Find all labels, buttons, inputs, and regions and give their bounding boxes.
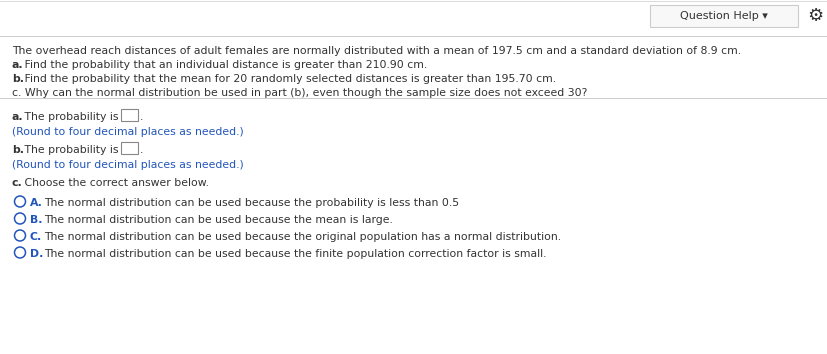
Text: Find the probability that an individual distance is greater than 210.90 cm.: Find the probability that an individual … bbox=[21, 60, 427, 70]
FancyBboxPatch shape bbox=[121, 109, 138, 121]
Text: Question Help ▾: Question Help ▾ bbox=[679, 11, 767, 21]
Text: c.: c. bbox=[12, 178, 22, 188]
Text: .: . bbox=[140, 145, 143, 155]
Text: b.: b. bbox=[12, 145, 24, 155]
Text: The overhead reach distances of adult females are normally distributed with a me: The overhead reach distances of adult fe… bbox=[12, 46, 740, 56]
Text: The normal distribution can be used because the finite population correction fac: The normal distribution can be used beca… bbox=[44, 249, 546, 259]
Text: D.: D. bbox=[30, 249, 43, 259]
Text: .: . bbox=[140, 112, 143, 122]
Text: The normal distribution can be used because the mean is large.: The normal distribution can be used beca… bbox=[44, 215, 392, 225]
Text: The probability is: The probability is bbox=[21, 112, 118, 122]
Text: a.: a. bbox=[12, 60, 24, 70]
Text: (Round to four decimal places as needed.): (Round to four decimal places as needed.… bbox=[12, 160, 243, 170]
Text: C.: C. bbox=[30, 232, 42, 242]
Text: a.: a. bbox=[12, 112, 24, 122]
Text: (Round to four decimal places as needed.): (Round to four decimal places as needed.… bbox=[12, 127, 243, 137]
Text: c. Why can the normal distribution be used in part (b), even though the sample s: c. Why can the normal distribution be us… bbox=[12, 88, 586, 98]
Text: Find the probability that the mean for 20 randomly selected distances is greater: Find the probability that the mean for 2… bbox=[21, 74, 556, 84]
Text: The probability is: The probability is bbox=[21, 145, 118, 155]
Text: The normal distribution can be used because the original population has a normal: The normal distribution can be used beca… bbox=[44, 232, 561, 242]
Text: ⚙: ⚙ bbox=[806, 7, 822, 25]
FancyBboxPatch shape bbox=[121, 142, 138, 154]
Text: B.: B. bbox=[30, 215, 42, 225]
Text: b.: b. bbox=[12, 74, 24, 84]
Text: A.: A. bbox=[30, 198, 43, 208]
Text: The normal distribution can be used because the probability is less than 0.5: The normal distribution can be used beca… bbox=[44, 198, 458, 208]
FancyBboxPatch shape bbox=[649, 5, 797, 27]
Text: Choose the correct answer below.: Choose the correct answer below. bbox=[21, 178, 208, 188]
